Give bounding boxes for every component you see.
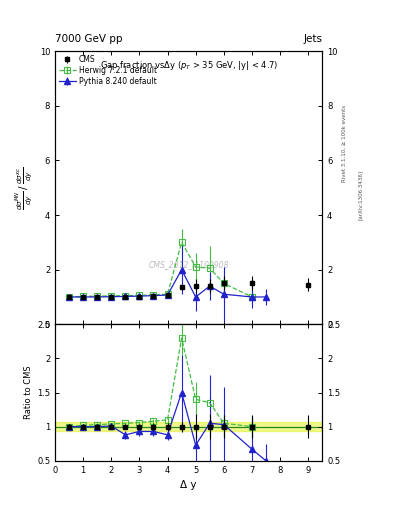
Y-axis label: $\frac{d\sigma^{MN}}{dy}\,/\,\frac{d\sigma^{xc}}{dy}$: $\frac{d\sigma^{MN}}{dy}\,/\,\frac{d\sig… [15, 166, 35, 209]
Text: Rivet 3.1.10, ≥ 100k events: Rivet 3.1.10, ≥ 100k events [342, 105, 347, 182]
Text: CMS_2012_I1102908: CMS_2012_I1102908 [149, 260, 229, 269]
Bar [55, 422, 322, 432]
Text: Jets: Jets [303, 33, 322, 44]
X-axis label: Δ y: Δ y [180, 480, 197, 490]
Text: 7000 GeV pp: 7000 GeV pp [55, 33, 123, 44]
Text: Gap fraction vs$\Delta$y ($p_T$ > 35 GeV, |y| < 4.7): Gap fraction vs$\Delta$y ($p_T$ > 35 GeV… [99, 59, 278, 72]
Legend: CMS, Herwig 7.2.1 default, Pythia 8.240 default: CMS, Herwig 7.2.1 default, Pythia 8.240 … [57, 53, 158, 88]
Text: [arXiv:1306.3436]: [arXiv:1306.3436] [358, 169, 363, 220]
Y-axis label: Ratio to CMS: Ratio to CMS [24, 366, 33, 419]
